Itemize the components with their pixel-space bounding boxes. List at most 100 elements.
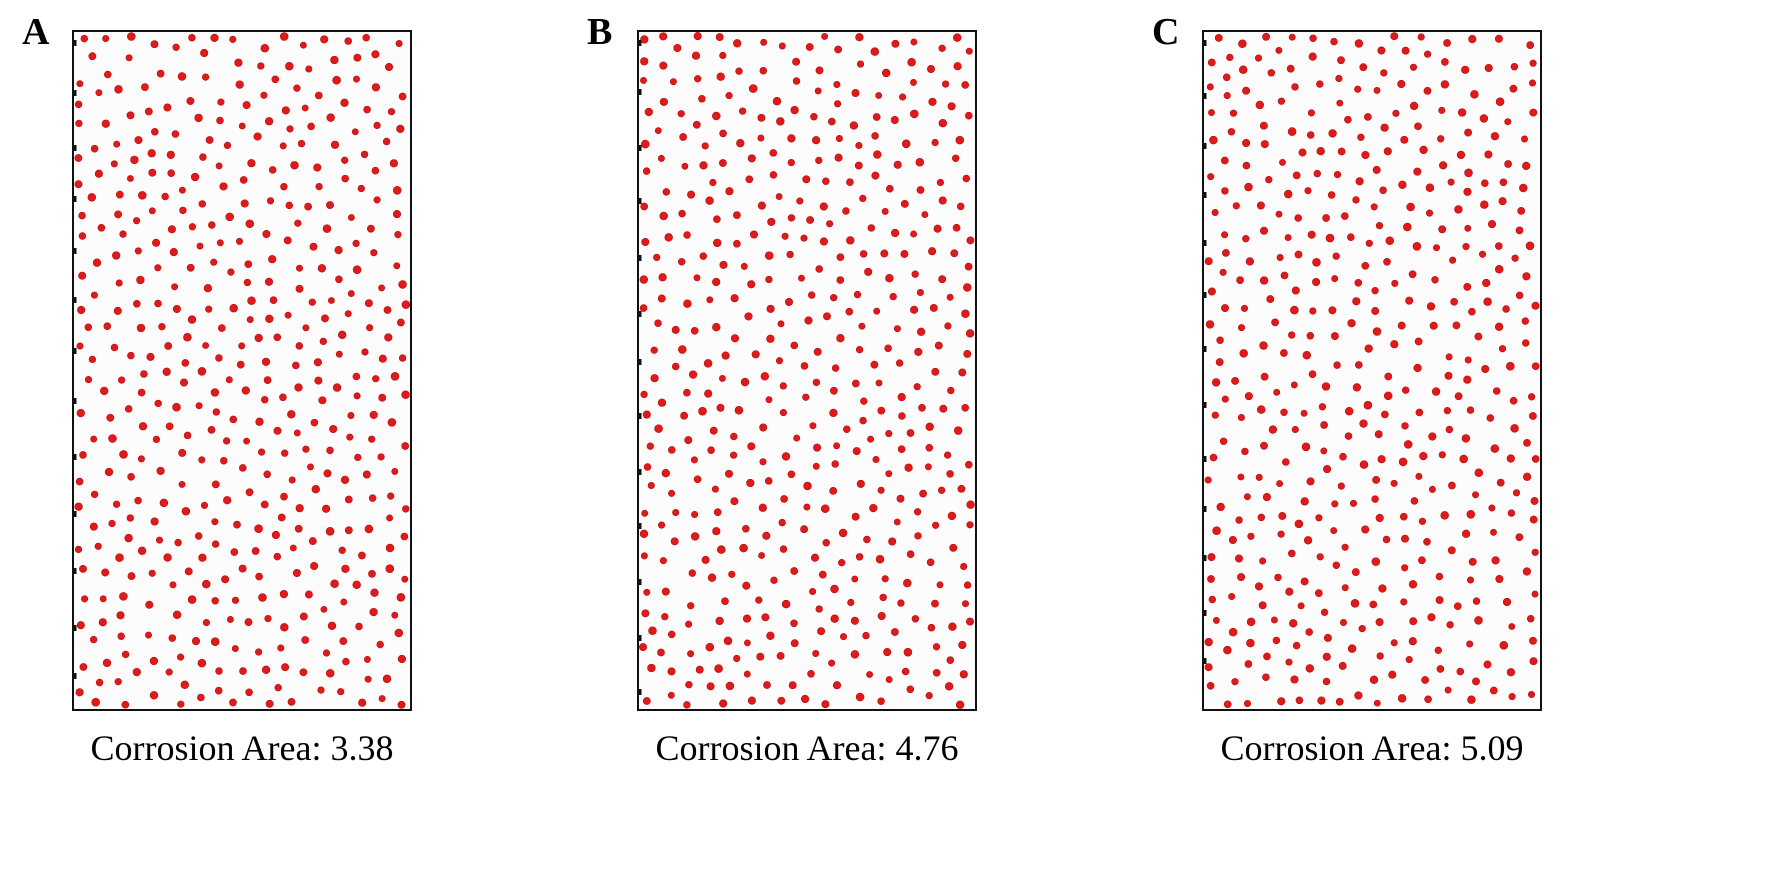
corrosion-pit: [1423, 87, 1432, 95]
corrosion-pit: [777, 696, 786, 705]
corrosion-pit: [925, 422, 934, 431]
corrosion-pit: [119, 230, 127, 238]
edge-marker: [74, 625, 77, 631]
corrosion-pit: [394, 628, 404, 638]
corrosion-specimen: [72, 30, 412, 711]
corrosion-pit: [290, 161, 299, 170]
corrosion-pit: [314, 376, 323, 385]
corrosion-pit: [680, 411, 689, 420]
corrosion-pit: [1358, 624, 1366, 633]
corrosion-pit: [903, 578, 912, 588]
corrosion-pit: [1283, 189, 1293, 199]
corrosion-pit: [1259, 557, 1267, 565]
corrosion-pit: [1347, 319, 1356, 328]
corrosion-pit: [255, 648, 263, 656]
corrosion-pit: [822, 538, 830, 547]
corrosion-pit: [690, 532, 700, 541]
corrosion-pit: [138, 422, 148, 431]
corrosion-pit: [1433, 244, 1440, 252]
corrosion-pit: [1256, 405, 1266, 414]
corrosion-pit: [659, 32, 668, 41]
corrosion-pit: [1215, 358, 1224, 367]
corrosion-pit: [352, 239, 360, 247]
corrosion-pit: [184, 567, 193, 576]
corrosion-pit: [919, 489, 927, 498]
corrosion-pit: [1242, 86, 1251, 95]
edge-marker: [639, 359, 642, 365]
corrosion-pit: [1221, 187, 1229, 195]
corrosion-pit: [110, 343, 119, 352]
corrosion-pit: [285, 61, 294, 71]
corrosion-pit: [401, 390, 410, 399]
corrosion-pit: [1339, 452, 1347, 461]
corrosion-pit: [330, 55, 339, 65]
corrosion-pit: [833, 442, 841, 450]
corrosion-pit: [693, 274, 701, 282]
corrosion-pit: [1236, 276, 1244, 284]
corrosion-pit: [1312, 258, 1321, 267]
corrosion-pit: [871, 171, 880, 180]
corrosion-pit: [744, 639, 751, 647]
corrosion-pit: [1401, 564, 1409, 572]
corrosion-pit: [1463, 282, 1472, 291]
corrosion-pit: [1237, 324, 1246, 332]
corrosion-pit: [311, 485, 320, 494]
corrosion-pit: [197, 693, 205, 702]
corrosion-pit: [684, 436, 693, 445]
corrosion-pit: [1238, 39, 1247, 49]
corrosion-pit: [341, 174, 349, 183]
corrosion-pit: [888, 537, 897, 546]
corrosion-pit: [1208, 595, 1217, 604]
corrosion-pit: [319, 337, 327, 346]
corrosion-pit: [961, 403, 970, 412]
corrosion-pit: [647, 481, 655, 490]
corrosion-pit: [1466, 406, 1475, 414]
corrosion-pit: [673, 43, 682, 53]
corrosion-pit: [1483, 297, 1492, 306]
corrosion-pit: [392, 210, 402, 219]
corrosion-pit: [158, 323, 166, 331]
corrosion-pit: [1314, 589, 1323, 597]
corrosion-pit: [391, 467, 399, 475]
corrosion-pit: [344, 495, 353, 504]
corrosion-pit: [327, 621, 337, 631]
corrosion-pit: [353, 392, 361, 400]
corrosion-pit: [211, 540, 220, 548]
corrosion-pit: [285, 201, 294, 210]
corrosion-pit: [1426, 302, 1436, 311]
corrosion-pit: [367, 224, 375, 233]
corrosion-pit: [1308, 370, 1317, 379]
corrosion-pit: [260, 91, 268, 99]
corrosion-pit: [927, 623, 936, 632]
corrosion-pit: [953, 62, 962, 71]
corrosion-pit: [301, 104, 309, 112]
corrosion-pit: [961, 600, 969, 608]
corrosion-pit: [287, 410, 296, 419]
corrosion-pit: [138, 191, 147, 200]
corrosion-pit: [1401, 46, 1410, 55]
corrosion-pit: [1229, 109, 1238, 117]
corrosion-pit: [144, 107, 153, 116]
corrosion-pit: [1290, 675, 1299, 684]
corrosion-pit: [239, 176, 248, 184]
corrosion-pit: [1447, 546, 1456, 555]
corrosion-pit: [719, 129, 727, 138]
corrosion-pit: [790, 341, 799, 350]
corrosion-pit: [707, 446, 715, 454]
corrosion-pit: [910, 109, 919, 119]
corrosion-pit: [952, 223, 961, 232]
corrosion-pit: [1344, 115, 1352, 124]
corrosion-pit: [784, 297, 794, 307]
corrosion-pit: [1461, 65, 1470, 74]
corrosion-pit: [1301, 442, 1311, 452]
corrosion-pit: [119, 592, 128, 601]
corrosion-pit: [1478, 250, 1487, 258]
corrosion-pit: [273, 552, 282, 561]
corrosion-pit: [809, 587, 817, 596]
corrosion-pit: [829, 486, 838, 495]
corrosion-pit: [889, 292, 897, 301]
corrosion-pit: [641, 509, 649, 517]
corrosion-pit: [1429, 321, 1438, 330]
corrosion-pit: [1333, 170, 1342, 179]
corrosion-pit: [780, 495, 788, 503]
